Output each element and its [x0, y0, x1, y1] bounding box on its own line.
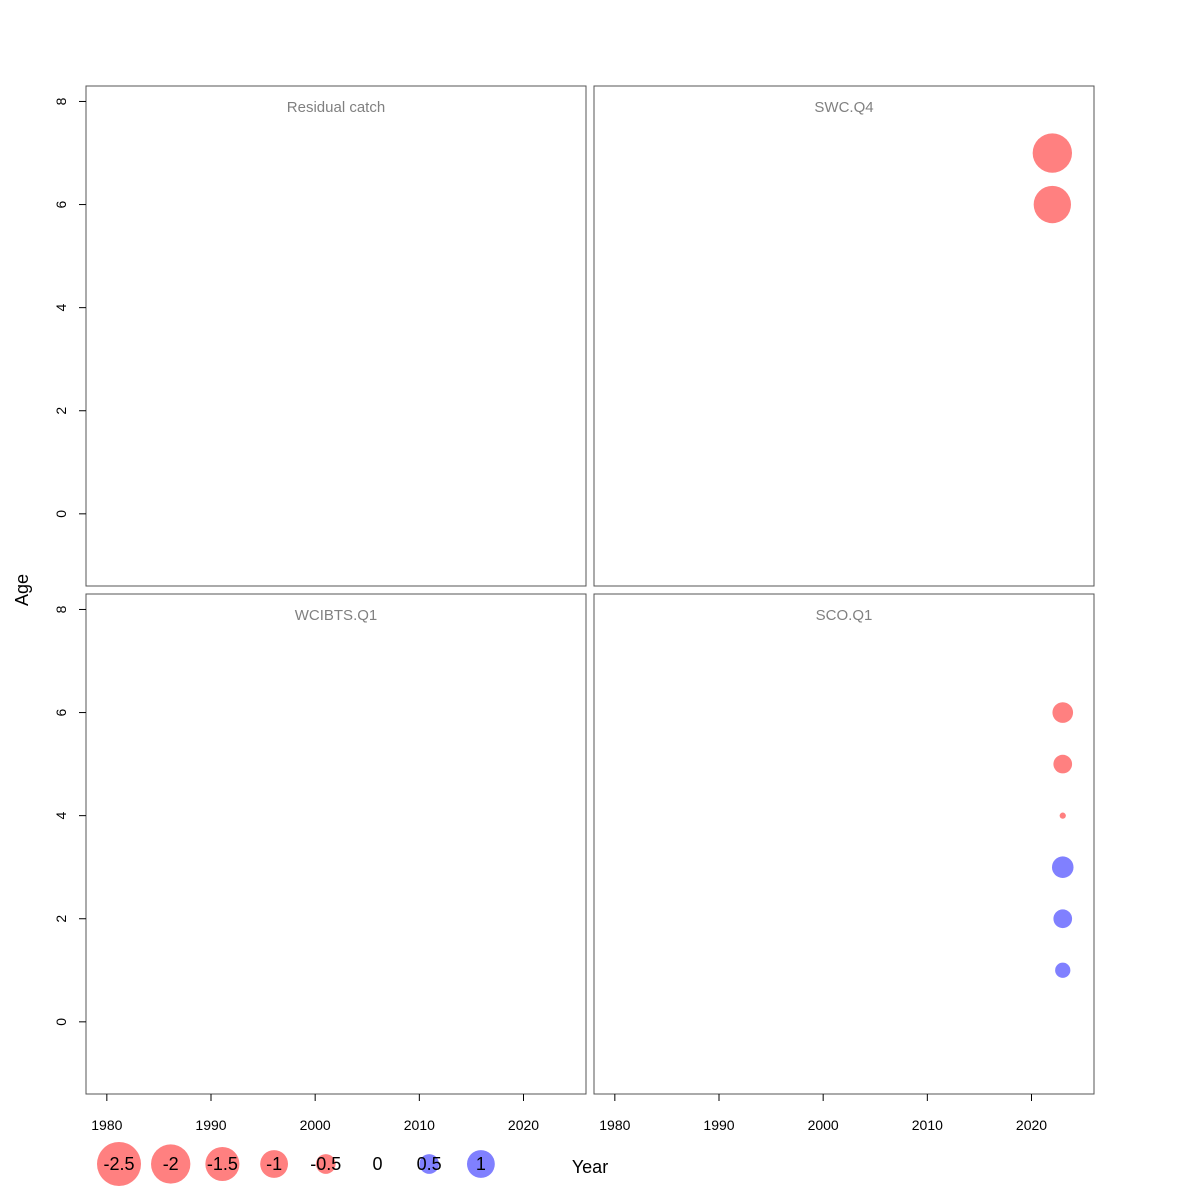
x-tick-label: 2010 [404, 1117, 435, 1133]
panel-title: SCO.Q1 [816, 607, 873, 624]
legend-bubble [151, 1144, 191, 1184]
residual-bubble [1059, 812, 1066, 819]
y-tick-label: 2 [53, 915, 69, 923]
x-tick-label: 2000 [808, 1117, 839, 1133]
y-tick-label: 6 [53, 200, 69, 208]
panel-title: WCIBTS.Q1 [295, 607, 378, 624]
residual-bubble [1052, 702, 1074, 723]
legend-label: 0.5 [417, 1154, 442, 1174]
y-tick-label: 8 [53, 97, 69, 105]
panel-frame [593, 85, 1095, 587]
legend-label: -1 [266, 1154, 282, 1174]
panel-frame [85, 85, 587, 587]
residual-bubble [1033, 185, 1072, 224]
y-tick-label: 0 [53, 1018, 69, 1026]
y-tick-label: 6 [53, 708, 69, 716]
legend-bubble [315, 1154, 336, 1174]
residual-bubble [1053, 754, 1073, 774]
x-axis-label: Year [572, 1157, 608, 1177]
legend-label: -2.5 [103, 1154, 134, 1174]
legend-label: -1.5 [207, 1154, 238, 1174]
panel-title: Residual catch [287, 99, 385, 116]
legend-label: 0 [372, 1154, 382, 1174]
y-tick-label: 4 [53, 304, 69, 312]
panel-title: SWC.Q4 [814, 99, 873, 116]
residual-bubble [1032, 133, 1073, 173]
residual-bubble [1055, 962, 1071, 978]
y-axis-label: Age [12, 574, 32, 606]
y-tick-label: 0 [53, 510, 69, 518]
panels-group: Residual catch 0 2 4 6 8 SWC.Q4 WCIBTS.Q1 0 2 4 6 8 1… [53, 85, 1095, 1133]
panel-0: Residual catch 0 2 4 6 8 [53, 85, 587, 587]
panel-frame [593, 593, 1095, 1095]
panel-frame [85, 593, 587, 1095]
legend-bubble [419, 1154, 440, 1174]
panel-3: SCO.Q1 1980 1990 2000 2010 2020 [593, 593, 1095, 1133]
legend-bubble [260, 1150, 289, 1178]
x-tick-label: 2020 [508, 1117, 539, 1133]
x-tick-label: 2020 [1016, 1117, 1047, 1133]
legend-label: 1 [476, 1154, 486, 1174]
legend-bubble [205, 1146, 240, 1182]
x-tick-label: 1980 [599, 1117, 630, 1133]
y-tick-label: 4 [53, 812, 69, 820]
legend-label: -0.5 [310, 1154, 341, 1174]
legend-bubble [97, 1142, 141, 1186]
residual-bubble [1051, 856, 1074, 878]
x-tick-label: 2010 [912, 1117, 943, 1133]
x-tick-label: 1990 [195, 1117, 226, 1133]
x-tick-label: 1990 [703, 1117, 734, 1133]
legend: -2.5 -2 -1.5 -1 -0.5 0 0.5 1 [97, 1142, 495, 1186]
panel-2: WCIBTS.Q1 0 2 4 6 8 1980 1990 2000 2010 2020 [53, 593, 587, 1133]
y-tick-label: 2 [53, 407, 69, 415]
legend-bubble [466, 1150, 495, 1178]
y-tick-label: 8 [53, 605, 69, 613]
panel-1: SWC.Q4 [593, 85, 1095, 587]
x-tick-label: 2000 [300, 1117, 331, 1133]
residual-bubble [1053, 909, 1073, 929]
x-tick-label: 1980 [91, 1117, 122, 1133]
legend-label: -2 [163, 1154, 179, 1174]
